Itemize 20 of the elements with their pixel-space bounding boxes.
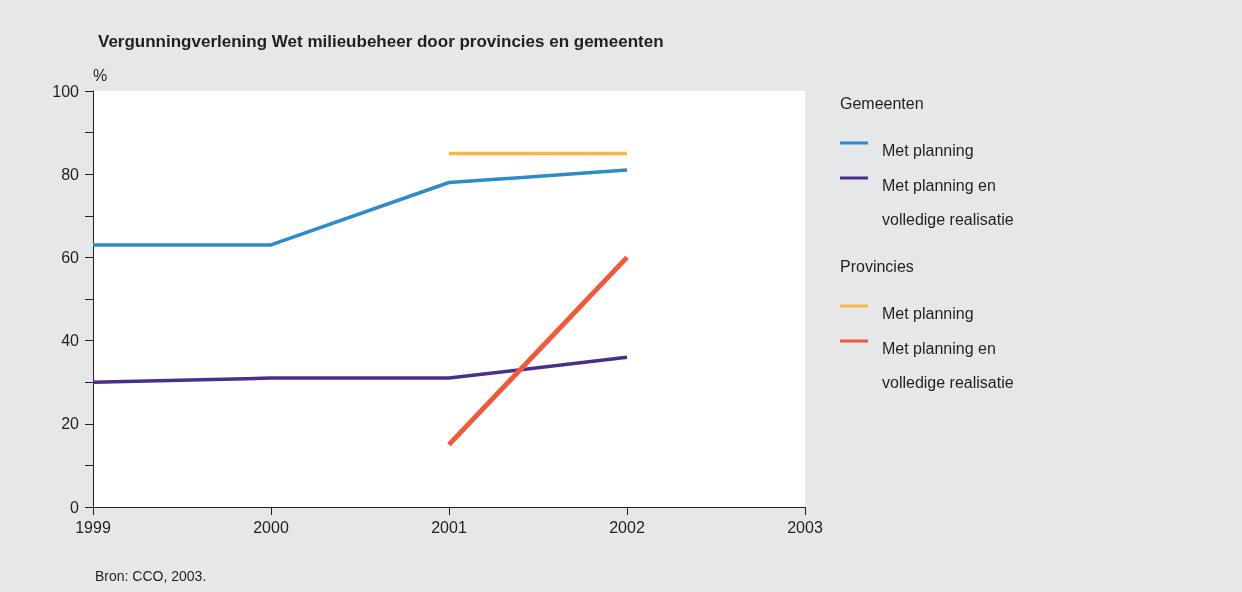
legend-label: Met planning <box>882 304 974 322</box>
legend-label: Met planning <box>882 141 974 159</box>
x-tick-label: 2001 <box>431 518 467 536</box>
x-tick-label: 1999 <box>75 518 111 536</box>
x-tick-label: 2003 <box>787 518 823 536</box>
y-tick-label: 20 <box>61 415 80 433</box>
chart-title: Vergunningverlening Wet milieubeheer door provincies en gemeenten <box>98 32 664 51</box>
text: Bron: CCO, 2003. <box>95 568 207 584</box>
x-tick-label: 2002 <box>609 518 645 536</box>
y-tick-label: 100 <box>52 82 80 100</box>
y-tick-label: 60 <box>61 248 80 266</box>
x-tick-label: 2000 <box>253 518 289 536</box>
y-tick-label: 80 <box>61 165 80 183</box>
y-tick-label: 40 <box>61 332 80 350</box>
legend-label: Met planning en volledige realisatie <box>882 176 1014 228</box>
y-tick-label: 0 <box>70 498 80 516</box>
text: Provincies <box>840 257 914 275</box>
y-axis-title: % <box>93 66 108 84</box>
legend-label: Met planning en volledige realisatie <box>882 339 1014 391</box>
text: Gemeenten <box>840 94 924 112</box>
